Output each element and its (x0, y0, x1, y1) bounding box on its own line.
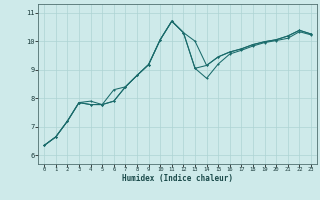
X-axis label: Humidex (Indice chaleur): Humidex (Indice chaleur) (122, 174, 233, 183)
